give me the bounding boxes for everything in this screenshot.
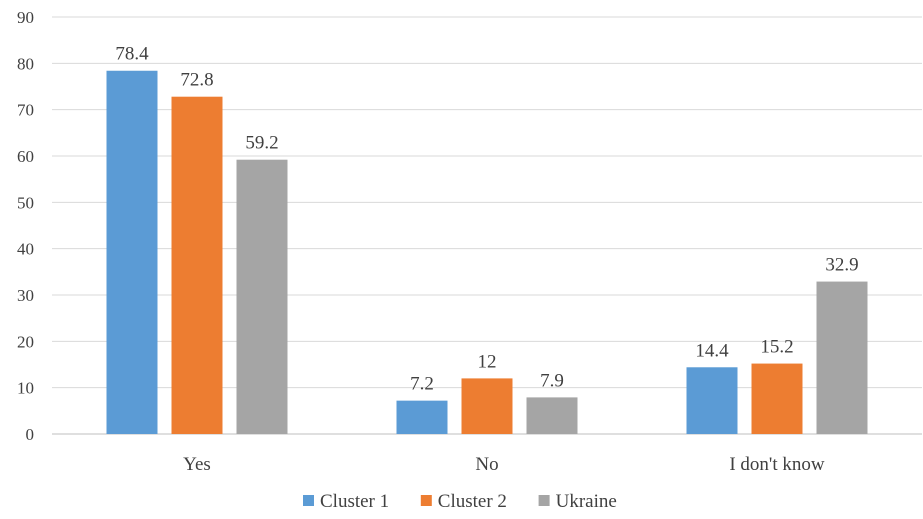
data-label: 7.9 [540, 370, 564, 391]
data-label: 72.8 [180, 70, 213, 91]
bar [171, 96, 223, 435]
legend-swatch [538, 495, 550, 506]
legend-label: Cluster 2 [438, 491, 507, 512]
data-label: 15.2 [760, 337, 793, 358]
legend-item: Cluster 2 [420, 491, 507, 512]
bar [396, 400, 448, 434]
legend-swatch [420, 495, 432, 506]
y-tick-label: 30 [17, 286, 34, 305]
x-category-label: I don't know [729, 454, 825, 475]
bar [526, 397, 578, 434]
y-tick-label: 20 [17, 332, 34, 351]
bars [106, 70, 868, 435]
bar [106, 70, 158, 434]
y-tick-label: 50 [17, 193, 34, 212]
legend-label: Ukraine [556, 491, 617, 512]
bar [686, 367, 738, 434]
y-tick-label: 40 [17, 240, 34, 259]
bar [236, 159, 288, 434]
data-labels: 78.4 72.8 59.2 7.2 12 7.9 14.4 15.2 32.9 [115, 44, 858, 395]
legend-item: Ukraine [538, 491, 617, 512]
legend-item: Cluster 1 [303, 491, 389, 512]
x-axis-categories: Yes No I don't know [183, 454, 825, 475]
y-tick-label: 80 [17, 54, 34, 73]
data-label: 14.4 [695, 340, 729, 361]
legend-label: Cluster 1 [320, 491, 389, 512]
x-category-label: Yes [183, 454, 211, 475]
data-label: 78.4 [115, 44, 149, 65]
bar [816, 281, 868, 434]
data-label: 32.9 [825, 255, 858, 276]
y-axis-ticks: 0 10 20 30 40 50 60 70 80 90 [17, 8, 34, 444]
bar [461, 378, 513, 434]
bar [751, 363, 803, 434]
y-tick-label: 10 [17, 379, 34, 398]
data-label: 59.2 [245, 133, 278, 154]
legend-swatch [303, 495, 314, 506]
data-label: 12 [478, 351, 497, 372]
y-tick-label: 60 [17, 147, 34, 166]
y-tick-label: 90 [17, 8, 34, 27]
y-tick-label: 0 [26, 425, 35, 444]
x-category-label: No [475, 454, 498, 475]
legend: Cluster 1 Cluster 2 Ukraine [303, 491, 617, 512]
data-label: 7.2 [410, 374, 434, 395]
y-tick-label: 70 [17, 101, 34, 120]
